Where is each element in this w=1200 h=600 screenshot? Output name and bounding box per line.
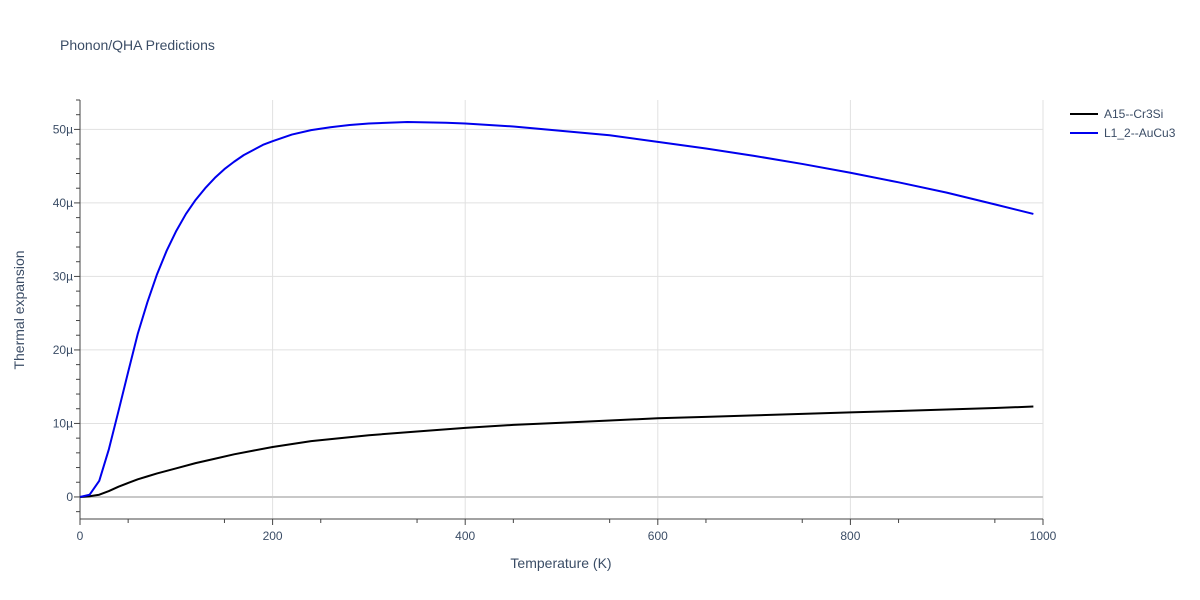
axes-layer: 0 200 400 600 800 1000 0 10µ 20µ 30µ 40µ 50µ — [53, 99, 1057, 543]
y-tick-label: 10µ — [53, 416, 73, 430]
legend-label: A15--Cr3Si — [1104, 107, 1163, 121]
x-tick-label: 0 — [77, 529, 84, 543]
legend-label: L1_2--AuCu3 — [1104, 126, 1176, 140]
legend-item[interactable]: A15--Cr3Si — [1070, 107, 1163, 121]
series-line-2 — [79, 121, 1034, 498]
x-tick-label: 1000 — [1030, 529, 1057, 543]
x-tick-label: 200 — [263, 529, 283, 543]
y-tick-label: 0 — [66, 490, 73, 504]
y-tick-label: 40µ — [53, 196, 73, 210]
series-line-1 — [79, 405, 1034, 498]
x-tick-label: 400 — [455, 529, 475, 543]
x-axis-title: Temperature (K) — [510, 555, 611, 571]
x-tick-label: 800 — [840, 529, 860, 543]
x-tick-label: 600 — [648, 529, 668, 543]
legend[interactable]: A15--Cr3Si L1_2--AuCu3 — [1070, 107, 1176, 140]
y-axis-title: Thermal expansion — [11, 250, 27, 369]
chart-title: Phonon/QHA Predictions — [60, 37, 215, 53]
y-tick-label: 20µ — [53, 343, 73, 357]
grid-layer — [80, 100, 1044, 519]
series-layer — [79, 121, 1034, 498]
legend-item[interactable]: L1_2--AuCu3 — [1070, 126, 1176, 140]
y-tick-label: 30µ — [53, 269, 73, 283]
y-tick-label: 50µ — [53, 122, 73, 136]
